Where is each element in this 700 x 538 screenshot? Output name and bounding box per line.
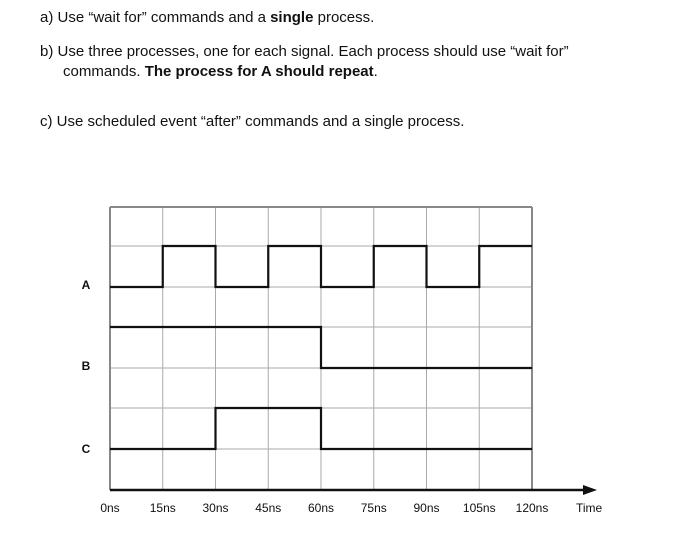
question-c: c) Use scheduled event “after” commands … <box>40 113 465 130</box>
question-a-text: a) Use “wait for” commands and a <box>40 9 271 26</box>
signal-b-waveform <box>110 325 532 370</box>
x-tick-label: 0ns <box>100 501 119 515</box>
x-tick-label: 105ns <box>463 501 496 515</box>
x-tick-label: 45ns <box>255 501 281 515</box>
question-b-bold: The process for A should repeat <box>144 63 374 80</box>
x-tick-label: 90ns <box>413 501 439 515</box>
question-b-line2-end: . <box>373 63 378 80</box>
x-axis-label: Time <box>576 501 603 515</box>
question-a: a) Use “wait for” commands and a single … <box>40 8 374 28</box>
x-tick-label: 15ns <box>150 501 176 515</box>
question-b-line2-text: commands. <box>63 63 145 80</box>
axis-arrow-icon <box>583 485 597 495</box>
signal-a-waveform <box>110 244 532 289</box>
signal-c-waveform <box>110 406 532 451</box>
question-a-text-end: process. <box>313 9 375 26</box>
question-a-bold: single <box>270 9 314 26</box>
question-b-line2: commands. The process for A should repea… <box>40 62 569 82</box>
signal-label-a: A <box>82 278 91 292</box>
question-b-line1: b) Use three processes, one for each sig… <box>40 43 569 60</box>
signal-label-c: C <box>82 442 91 456</box>
x-tick-label: 120ns <box>516 501 549 515</box>
question-b: b) Use three processes, one for each sig… <box>40 42 569 82</box>
x-tick-label: 75ns <box>361 501 387 515</box>
signal-label-b: B <box>82 359 91 373</box>
x-tick-label: 60ns <box>308 501 334 515</box>
x-tick-label: 30ns <box>202 501 228 515</box>
